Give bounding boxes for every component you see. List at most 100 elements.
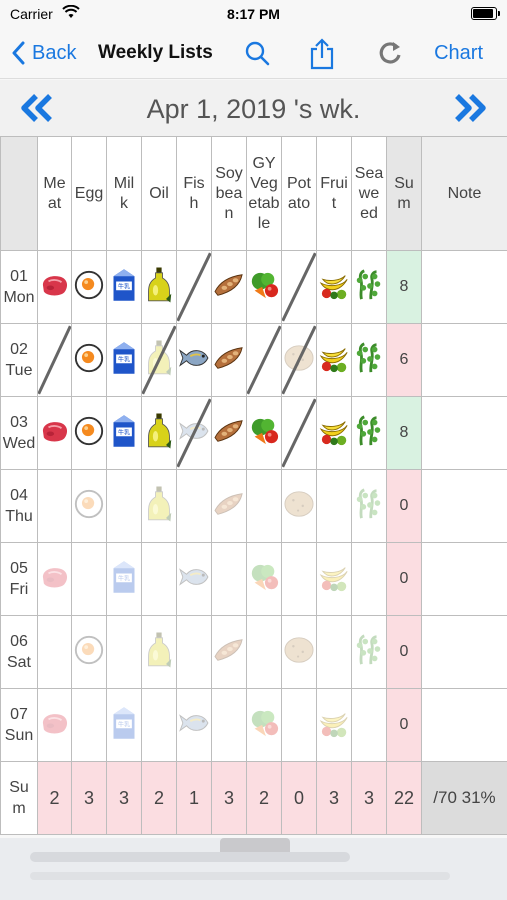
food-cell-egg[interactable] [71,688,107,762]
column-header-fruit: Frui t [316,136,352,251]
food-cell-oil[interactable] [141,469,177,543]
day-note[interactable] [421,250,507,324]
chart-button[interactable]: Chart [434,42,483,64]
food-cell-meat[interactable] [37,323,72,397]
food-cell-oil[interactable] [141,396,177,470]
food-cell-seaweed[interactable] [351,469,387,543]
day-note[interactable] [421,469,507,543]
food-cell-oil[interactable] [141,688,177,762]
food-cell-potato[interactable] [281,469,317,543]
fish-icon [178,710,211,741]
food-cell-egg[interactable] [71,542,107,616]
vegetables-icon [248,708,281,743]
food-cell-potato[interactable] [281,323,317,397]
food-cell-seaweed[interactable] [351,250,387,324]
food-cell-fish[interactable] [176,469,212,543]
food-cell-oil[interactable] [141,615,177,689]
search-icon[interactable] [242,38,272,68]
food-cell-soybean[interactable] [211,323,247,397]
grand-total: 22 [386,761,422,835]
food-cell-egg[interactable] [71,323,107,397]
food-cell-fruit[interactable] [316,323,352,397]
food-cell-egg[interactable] [71,250,107,324]
food-cell-seaweed[interactable] [351,615,387,689]
food-cell-milk[interactable] [106,615,142,689]
food-cell-seaweed[interactable] [351,542,387,616]
food-cell-meat[interactable] [37,688,72,762]
food-cell-fruit[interactable] [316,688,352,762]
day-row: 07 Sun 牛乳 0 [0,688,507,762]
food-cell-oil[interactable] [141,542,177,616]
food-cell-fish[interactable] [176,688,212,762]
food-cell-meat[interactable] [37,542,72,616]
food-cell-fruit[interactable] [316,250,352,324]
food-cell-potato[interactable] [281,542,317,616]
food-cell-fish[interactable] [176,323,212,397]
food-cell-soybean[interactable] [211,688,247,762]
food-cell-gyveg[interactable] [246,469,282,543]
day-sum: 0 [386,542,422,616]
food-cell-meat[interactable] [37,469,72,543]
food-cell-potato[interactable] [281,615,317,689]
previous-week-button[interactable] [18,92,58,124]
food-cell-egg[interactable] [71,396,107,470]
food-cell-fruit[interactable] [316,615,352,689]
day-label: 07 Sun [0,688,38,762]
food-cell-potato[interactable] [281,688,317,762]
day-note[interactable] [421,396,507,470]
food-cell-gyveg[interactable] [246,250,282,324]
food-cell-milk[interactable]: 牛乳 [106,250,142,324]
ad-banner[interactable] [0,838,507,900]
back-button[interactable]: Back [12,38,76,68]
total-percent: /70 31% [421,761,507,835]
next-week-button[interactable] [449,92,489,124]
food-cell-gyveg[interactable] [246,323,282,397]
food-cell-potato[interactable] [281,396,317,470]
food-cell-soybean[interactable] [211,396,247,470]
food-cell-soybean[interactable] [211,250,247,324]
column-total-oil: 2 [141,761,177,835]
day-note[interactable] [421,542,507,616]
food-cell-fish[interactable] [176,542,212,616]
food-cell-egg[interactable] [71,469,107,543]
day-note[interactable] [421,615,507,689]
food-cell-potato[interactable] [281,250,317,324]
food-cell-soybean[interactable] [211,469,247,543]
food-cell-meat[interactable] [37,250,72,324]
food-cell-milk[interactable] [106,469,142,543]
food-cell-soybean[interactable] [211,615,247,689]
food-cell-fruit[interactable] [316,542,352,616]
food-cell-gyveg[interactable] [246,615,282,689]
vegetables-icon [248,562,281,597]
food-cell-fruit[interactable] [316,396,352,470]
food-cell-milk[interactable]: 牛乳 [106,542,142,616]
food-cell-gyveg[interactable] [246,542,282,616]
share-icon[interactable] [307,38,337,70]
food-cell-seaweed[interactable] [351,323,387,397]
food-cell-meat[interactable] [37,615,72,689]
food-cell-milk[interactable]: 牛乳 [106,323,142,397]
food-cell-meat[interactable] [37,396,72,470]
egg-icon [73,634,106,671]
food-cell-seaweed[interactable] [351,396,387,470]
vegetables-icon [248,270,281,305]
day-note[interactable] [421,688,507,762]
food-cell-seaweed[interactable] [351,688,387,762]
food-cell-milk[interactable]: 牛乳 [106,396,142,470]
food-cell-egg[interactable] [71,615,107,689]
potato-icon [283,343,316,378]
day-note[interactable] [421,323,507,397]
food-cell-gyveg[interactable] [246,688,282,762]
battery-icon [471,7,500,20]
food-cell-fish[interactable] [176,250,212,324]
food-cell-milk[interactable]: 牛乳 [106,688,142,762]
column-header-soybean: Soy bea n [211,136,247,251]
food-cell-oil[interactable] [141,323,177,397]
food-cell-fruit[interactable] [316,469,352,543]
refresh-icon[interactable] [375,38,405,68]
food-cell-oil[interactable] [141,250,177,324]
food-cell-soybean[interactable] [211,542,247,616]
food-cell-fish[interactable] [176,396,212,470]
food-cell-fish[interactable] [176,615,212,689]
food-cell-gyveg[interactable] [246,396,282,470]
